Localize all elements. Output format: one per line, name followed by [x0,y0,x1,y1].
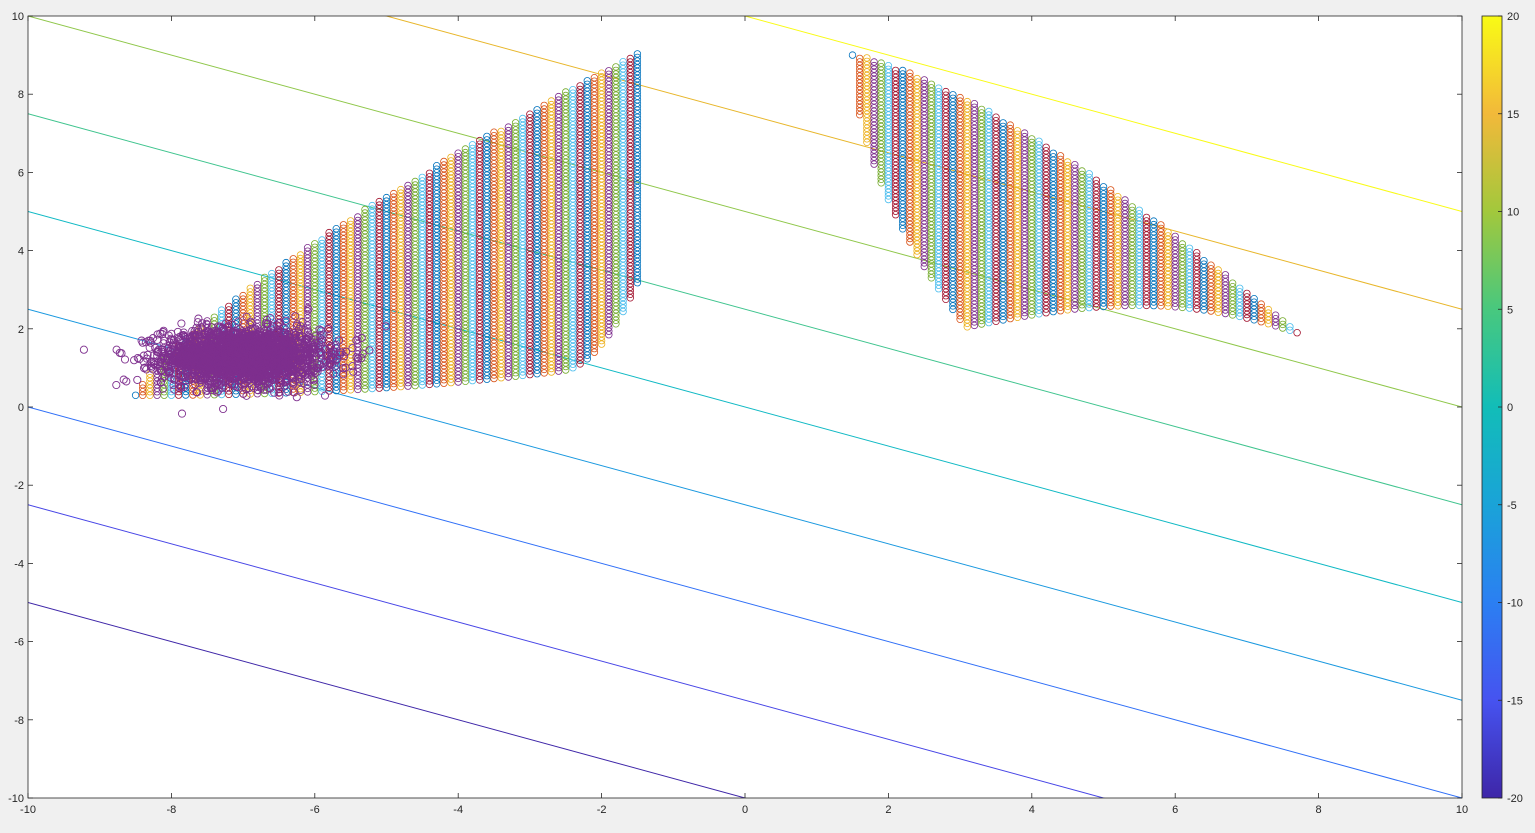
matlab-figure: -10-8-6-4-20246810-10-8-6-4-20246810 -20… [0,0,1535,828]
chart-svg: -10-8-6-4-20246810-10-8-6-4-20246810 -20… [0,0,1535,828]
